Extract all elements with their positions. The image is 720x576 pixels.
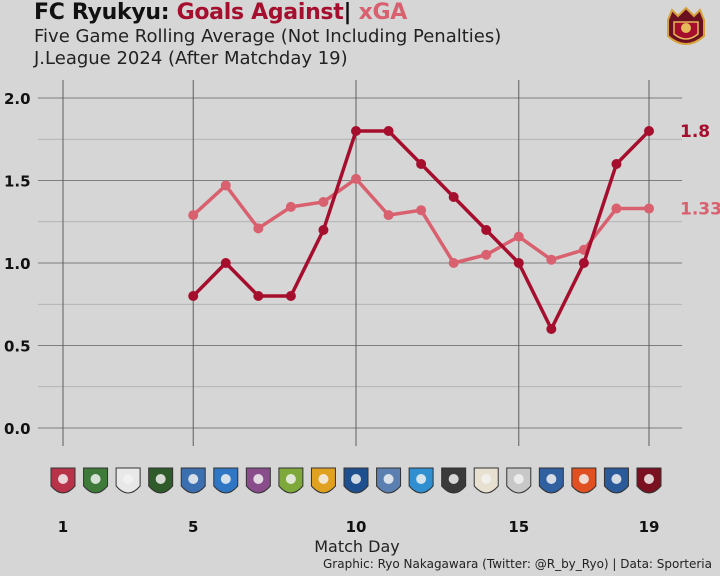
title-team: FC Ryukyu: xyxy=(34,0,170,25)
opponent-badge-icon xyxy=(571,467,597,494)
opponent-badge-icon xyxy=(343,467,369,494)
opponent-badge-icon xyxy=(538,467,564,494)
y-tick-label: 2.0 xyxy=(4,90,31,108)
xga-point xyxy=(188,210,199,221)
badge-emblem xyxy=(90,474,101,484)
subtitle-line-1: Five Game Rolling Average (Not Including… xyxy=(34,26,502,47)
xga-point xyxy=(644,203,654,214)
badge-emblem xyxy=(318,474,329,484)
badge-emblem xyxy=(351,474,361,484)
xga-point xyxy=(351,173,361,184)
goals-against-point xyxy=(611,159,622,169)
x-axis-ticks: 1 5 10 15 19 xyxy=(58,518,660,536)
xga-point xyxy=(611,203,622,214)
goals-against-point xyxy=(481,225,492,235)
y-tick-label: 1.0 xyxy=(4,255,31,273)
badge-emblem xyxy=(644,474,654,484)
goals-against-point xyxy=(383,126,394,136)
y-axis-ticks: 0.0 0.5 1.0 1.5 2.0 xyxy=(4,90,31,438)
goals-against-point xyxy=(253,291,264,301)
xga-point xyxy=(285,201,296,212)
goals-against-end-label: 1.8 xyxy=(680,122,710,142)
opponent-badge-icon xyxy=(506,467,532,494)
opponent-badge-icon xyxy=(180,467,206,494)
badge-emblem xyxy=(123,474,134,484)
opponent-badge-icon xyxy=(83,467,109,494)
y-tick-label: 1.5 xyxy=(4,173,31,191)
xga-end-label: 1.33 xyxy=(680,200,720,220)
opponent-badge-icon xyxy=(441,467,467,494)
badge-emblem xyxy=(513,474,524,484)
goals-against-point xyxy=(351,126,361,136)
goals-against-point xyxy=(448,192,459,202)
badge-emblem xyxy=(611,474,622,484)
series-layer xyxy=(188,126,654,334)
badge-emblem xyxy=(220,474,231,484)
goals-against-point xyxy=(644,126,654,136)
opponent-badge-icon xyxy=(603,467,629,494)
y-tick-label: 0.5 xyxy=(4,338,31,356)
opponent-badge-icon xyxy=(213,467,239,494)
opponent-badge-icon xyxy=(636,467,662,494)
goals-against-point xyxy=(416,159,427,169)
goals-against-point xyxy=(513,258,524,268)
badge-emblem xyxy=(448,474,459,484)
opponent-badge-icon xyxy=(50,467,76,494)
xga-point xyxy=(448,258,459,268)
opponent-badge-icon xyxy=(245,467,271,494)
end-labels: 1.8 1.33 xyxy=(680,122,720,220)
goals-against-point xyxy=(546,324,557,334)
opponent-badge-icon xyxy=(376,467,402,494)
subtitle-line-2: J.League 2024 (After Matchday 19) xyxy=(34,48,348,69)
goals-against-point xyxy=(578,258,589,268)
x-tick-label: 5 xyxy=(188,518,198,536)
badge-emblem xyxy=(416,474,427,484)
opponent-badge-icon xyxy=(115,467,141,494)
opponent-badge-icon xyxy=(473,467,499,494)
credit-line: Graphic: Ryo Nakagawara (Twitter: @R_by_… xyxy=(322,557,712,571)
badge-emblem xyxy=(578,474,589,484)
x-tick-label: 19 xyxy=(639,518,660,536)
opponent-badge-icon xyxy=(310,467,336,494)
opponent-badges xyxy=(50,467,662,494)
xga-point xyxy=(383,210,394,221)
badge-emblem xyxy=(253,474,264,484)
chart-title: FC Ryukyu: Goals Against| xGA xyxy=(34,0,407,25)
badge-emblem xyxy=(546,474,557,484)
goals-against-point xyxy=(285,291,296,301)
goals-against-point xyxy=(188,291,199,301)
goals-against-point xyxy=(220,258,231,268)
badge-emblem xyxy=(188,474,199,484)
xga-point xyxy=(220,180,231,191)
y-tick-label: 0.0 xyxy=(4,420,31,438)
title-goals-against: Goals Against xyxy=(176,0,344,25)
badge-emblem xyxy=(155,474,166,484)
x-tick-label: 10 xyxy=(346,518,367,536)
xga-point xyxy=(513,231,524,242)
x-tick-label: 1 xyxy=(58,518,68,536)
badge-emblem xyxy=(383,474,394,484)
title-xga: xGA xyxy=(358,0,408,25)
opponent-badge-icon xyxy=(408,467,434,494)
opponent-badge-icon xyxy=(278,467,304,494)
opponent-badge-icon xyxy=(148,467,174,494)
xga-point xyxy=(416,205,427,216)
club-crest-icon xyxy=(667,6,705,45)
badge-emblem xyxy=(481,474,492,484)
xga-point xyxy=(253,223,264,234)
goals-against-point xyxy=(318,225,329,235)
xga-point xyxy=(481,249,492,260)
xga-point xyxy=(318,196,329,207)
badge-emblem xyxy=(285,474,296,484)
badge-emblem xyxy=(58,474,68,484)
title-separator: | xyxy=(343,0,352,25)
x-axis-label: Match Day xyxy=(314,537,400,556)
x-tick-label: 15 xyxy=(508,518,529,536)
xga-point xyxy=(546,254,557,265)
